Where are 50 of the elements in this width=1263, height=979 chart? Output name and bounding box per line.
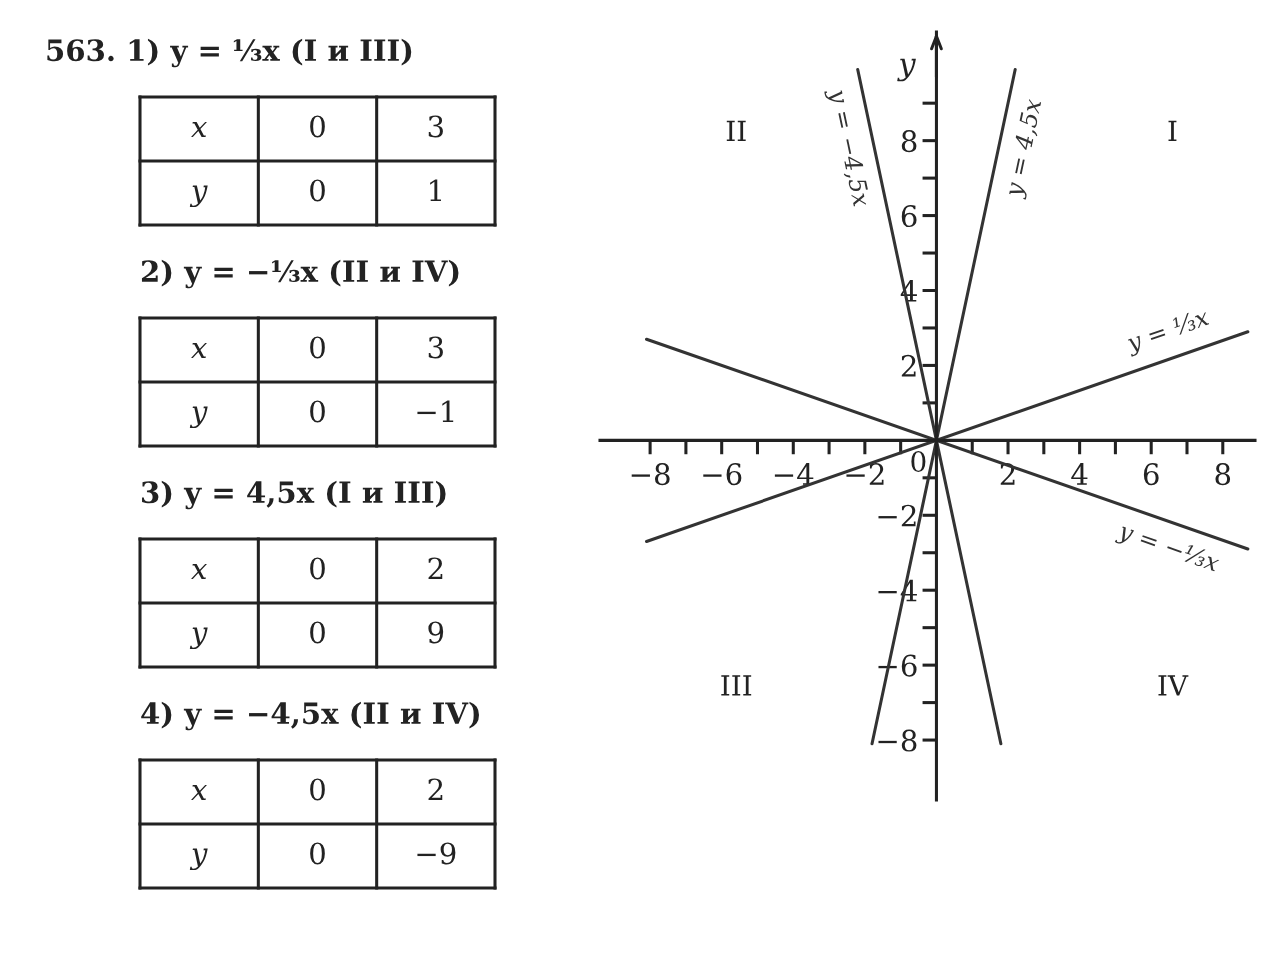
text: 0 [310, 778, 325, 801]
annotation: I [1168, 120, 1177, 142]
text: x [191, 563, 207, 580]
text: 563. 1) y = ⅓x (I и III) [47, 38, 412, 68]
text: 3) y = 4,5x (I и III) [142, 480, 446, 510]
annotation: IV [1158, 675, 1189, 696]
text: 0 [310, 179, 325, 202]
x-tick-label: 8 [1215, 463, 1231, 486]
x-tick-label: 4 [1071, 463, 1088, 485]
text: 0 [310, 842, 325, 865]
y-tick-label: −8 [878, 729, 917, 752]
text: 2) y = −⅓x (II и IV) [141, 259, 459, 289]
x-tick-label: −6 [703, 463, 742, 486]
text: y [189, 848, 208, 871]
text: x [191, 121, 207, 138]
x-tick-label: −8 [631, 463, 670, 486]
text: 9 [428, 621, 444, 644]
text: y [189, 627, 208, 650]
text: y [189, 406, 208, 429]
text: 2 [428, 778, 443, 801]
y-tick-label: 6 [901, 205, 917, 228]
x-tick-label: −4 [774, 463, 814, 485]
text: x [191, 784, 207, 801]
text: y = −4,5x [824, 86, 872, 209]
text: 0 [310, 621, 325, 644]
text: 2 [428, 557, 443, 580]
x-tick-label: −2 [846, 463, 884, 485]
text: 0 [310, 557, 325, 580]
y-tick-label: 2 [901, 354, 916, 377]
text: 0 [310, 115, 325, 138]
text: 0 [310, 336, 325, 359]
text: y = 4,5x [1003, 97, 1047, 200]
text: 3 [428, 115, 443, 138]
x-tick-label: 6 [1143, 463, 1159, 486]
text: 3 [428, 336, 443, 359]
text: 0 [310, 400, 325, 423]
annotation: II [726, 120, 746, 142]
text: 4) y = −4,5x (II и IV) [141, 701, 479, 731]
annotation: III [721, 675, 752, 696]
text: −1 [417, 400, 454, 423]
annotation: 0 [911, 451, 926, 473]
y-axis-title: y [897, 58, 916, 82]
text: x [191, 342, 207, 359]
text: y = ⅓x [1124, 307, 1212, 357]
y-tick-label: −2 [878, 504, 916, 527]
y-tick-label: 8 [901, 130, 917, 153]
text: y [189, 185, 208, 208]
text: y = −⅓x [1114, 520, 1222, 577]
text: −9 [417, 842, 456, 865]
text: 1 [430, 179, 441, 202]
